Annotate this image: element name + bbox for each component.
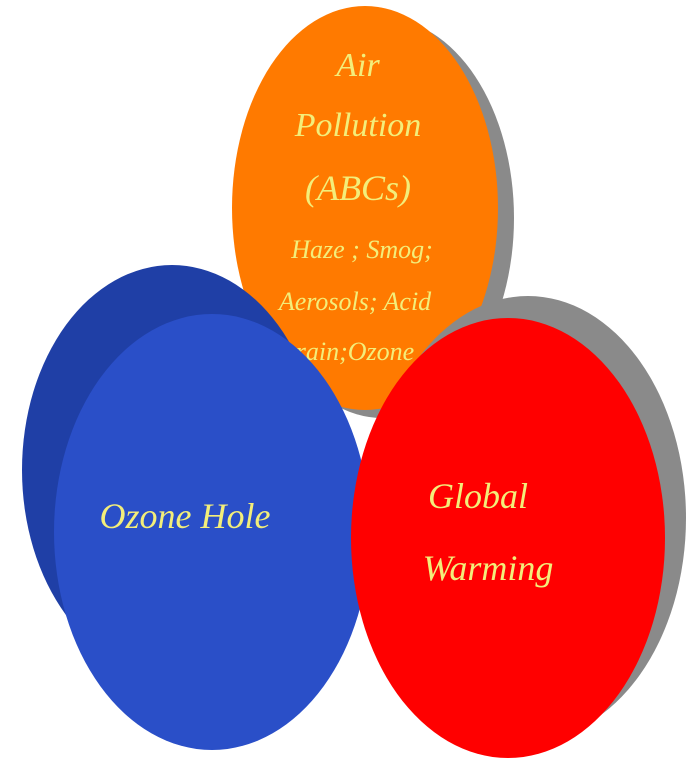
global-warming-label-line2: Warming xyxy=(423,548,554,588)
air-pollution-title-line3: (ABCs) xyxy=(305,168,411,208)
ozone-hole-circle-group: Ozone Hole xyxy=(22,265,370,750)
air-pollution-detail-line3: rain;Ozone xyxy=(296,337,414,366)
air-pollution-title-line2: Pollution xyxy=(294,107,422,144)
ozone-hole-circle xyxy=(54,314,370,750)
air-pollution-detail-line1: Haze ; Smog; xyxy=(290,235,433,264)
air-pollution-title-line1: Air xyxy=(334,47,380,84)
global-warming-label-line1: Global xyxy=(428,476,528,516)
global-warming-circle-group: Global Warming xyxy=(351,296,686,758)
air-pollution-circle xyxy=(232,6,498,410)
ozone-hole-label: Ozone Hole xyxy=(100,496,271,536)
air-pollution-detail-line2: Aerosols; Acid xyxy=(277,287,432,316)
air-pollution-circle-group: Air Pollution (ABCs) Haze ; Smog; Aeroso… xyxy=(232,6,514,418)
global-warming-circle xyxy=(351,318,665,758)
